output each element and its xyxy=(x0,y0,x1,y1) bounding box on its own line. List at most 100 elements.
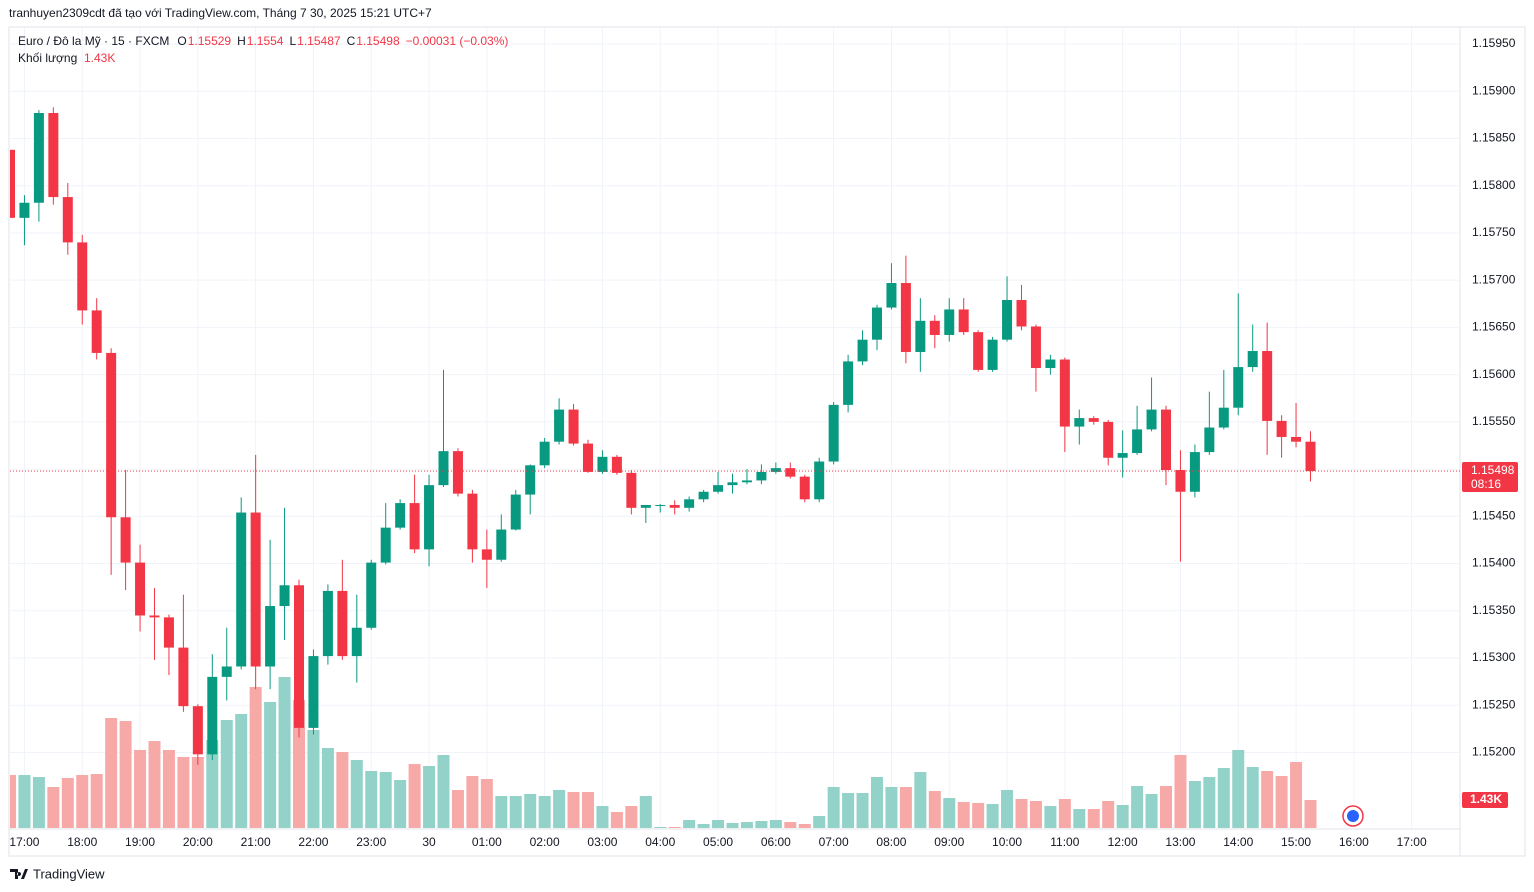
last-price-badge xyxy=(1462,461,1518,492)
volume-bar xyxy=(827,786,840,828)
candle-body xyxy=(395,503,406,528)
x-tick-label: 20:00 xyxy=(183,835,213,849)
brand-name: TradingView xyxy=(33,866,105,881)
candle-body xyxy=(597,456,608,472)
candle-body xyxy=(265,606,276,667)
candle-body xyxy=(380,527,391,563)
volume-bar xyxy=(47,786,60,828)
candle-body xyxy=(886,283,897,308)
volume-badge-label: 1.43K xyxy=(1470,792,1502,806)
y-tick-label: 1.15950 xyxy=(1472,36,1516,50)
candle-body xyxy=(929,320,940,335)
candle-body xyxy=(1088,418,1099,422)
candle-body xyxy=(1247,351,1258,368)
candle-body xyxy=(554,409,565,442)
volume-bar xyxy=(1275,775,1288,828)
volume-bar xyxy=(726,823,739,828)
candle-body xyxy=(785,468,796,477)
x-tick-label: 17:00 xyxy=(1397,835,1427,849)
ohlc-value: 1.1554 xyxy=(247,34,284,48)
candle-body xyxy=(814,461,825,500)
candle-body xyxy=(669,504,680,508)
volume-bar xyxy=(943,798,956,828)
volume-bar xyxy=(639,796,652,828)
candle-body xyxy=(1059,359,1070,427)
x-tick-label: 01:00 xyxy=(472,835,502,849)
volume-bar xyxy=(278,677,291,828)
volume-bar xyxy=(813,815,826,828)
x-tick-label: 12:00 xyxy=(1108,835,1138,849)
candle-body xyxy=(1291,436,1302,442)
candle-body xyxy=(684,499,695,508)
ohlc-letter: O xyxy=(177,34,186,48)
candle-body xyxy=(741,480,752,483)
volume-bar xyxy=(697,824,710,828)
y-tick-label: 1.15200 xyxy=(1472,745,1516,759)
x-tick-label: 03:00 xyxy=(587,835,617,849)
candle-body xyxy=(770,468,781,472)
volume-title: Khối lượng xyxy=(18,51,77,65)
volume-bar xyxy=(148,741,161,828)
volume-bar xyxy=(1261,771,1274,828)
candle-body xyxy=(1161,409,1171,471)
x-tick-label: 07:00 xyxy=(819,835,849,849)
attribution: tranhuyen2309cdt đã tạo với TradingView.… xyxy=(9,6,432,20)
volume-bar xyxy=(610,812,623,828)
volume-bar xyxy=(379,772,392,828)
volume-bar xyxy=(437,755,450,828)
volume-bar xyxy=(264,702,277,828)
volume-bar xyxy=(668,827,681,828)
candle-body xyxy=(163,617,174,648)
realtime-button[interactable] xyxy=(1342,805,1364,827)
volume-bar xyxy=(350,759,363,828)
candle-body xyxy=(62,197,73,243)
frame xyxy=(8,26,1526,857)
volume-bar xyxy=(423,766,436,828)
x-tick-label: 17:00 xyxy=(9,835,39,849)
volume-bar xyxy=(134,749,147,828)
volume-bar xyxy=(899,786,912,828)
volume-bar xyxy=(1290,761,1303,828)
ohlc-letter: L xyxy=(289,34,296,48)
candle-body xyxy=(539,441,550,466)
candle-body xyxy=(1132,429,1143,454)
volume-bar xyxy=(162,749,175,828)
volume-bar xyxy=(365,771,378,828)
candle-body xyxy=(481,549,492,560)
volume-bar xyxy=(957,801,970,828)
volume-bar xyxy=(10,774,16,828)
y-tick-label: 1.15800 xyxy=(1472,178,1516,192)
volume-bar xyxy=(1232,749,1245,828)
candle-body xyxy=(366,562,377,628)
volume-bar xyxy=(928,790,941,828)
volume-bar xyxy=(90,773,103,828)
volume-bar xyxy=(625,805,638,828)
candle-body xyxy=(1276,420,1287,437)
volume-bar xyxy=(394,780,407,828)
candle-body xyxy=(1146,409,1157,430)
volume-bar xyxy=(524,794,537,828)
volume-bar xyxy=(1015,799,1028,828)
x-tick-label: 30 xyxy=(422,835,436,849)
candle-body xyxy=(496,529,507,560)
axes: 1.15950 1.15900 1.15850 1.15800 1.15750 1.157… xyxy=(9,36,1518,849)
candle-body xyxy=(944,309,955,335)
realtime-dot[interactable] xyxy=(1347,810,1359,822)
candle-body xyxy=(958,309,969,333)
candle-body xyxy=(583,443,593,472)
volume-bar xyxy=(885,786,898,828)
candle-body xyxy=(915,320,926,352)
candle-body xyxy=(1262,351,1273,421)
volume-bar xyxy=(1058,799,1071,828)
volume-bar xyxy=(495,796,508,828)
volume-bar xyxy=(755,821,768,828)
volume-bar xyxy=(1188,781,1201,828)
brand-icon xyxy=(10,869,28,879)
x-tick-label: 19:00 xyxy=(125,835,155,849)
y-tick-label: 1.15550 xyxy=(1472,414,1516,428)
candle-body xyxy=(698,491,709,500)
volume-bar xyxy=(1160,786,1172,828)
y-tick-label: 1.15900 xyxy=(1472,83,1516,97)
volume-bar xyxy=(683,819,696,828)
candle-body xyxy=(438,451,449,486)
